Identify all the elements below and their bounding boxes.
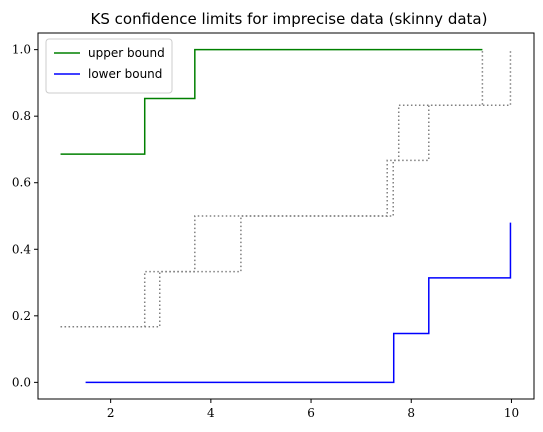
x-tick-label: 6 [307,406,315,420]
y-tick-label: 1.0 [12,43,31,57]
x-tick-label: 2 [107,406,115,420]
y-tick-label: 0.2 [12,309,31,323]
upper-bound-line [60,48,483,155]
y-tick-label: 0.8 [12,109,31,123]
x-tick-label: 8 [407,406,415,420]
x-tick-label: 4 [207,406,215,420]
dotted-step-3-line [60,49,512,328]
y-tick-label: 0.4 [12,242,31,256]
tick-layer: 2 4 6 8 10 0.0 0.2 0.4 0.6 0.8 1.0 [12,43,519,420]
lower-bound-line [85,222,512,384]
legend: upper bound lower bound [45,38,173,94]
y-tick-label: 0.0 [12,375,31,389]
x-tick-label: 10 [504,406,519,420]
y-tick-label: 0.6 [12,176,31,190]
chart-title: KS confidence limits for imprecise data … [91,10,488,28]
plot-frame [37,32,535,400]
legend-label: lower bound [88,67,162,81]
legend-label: upper bound [88,46,165,60]
series-layer [60,48,512,384]
